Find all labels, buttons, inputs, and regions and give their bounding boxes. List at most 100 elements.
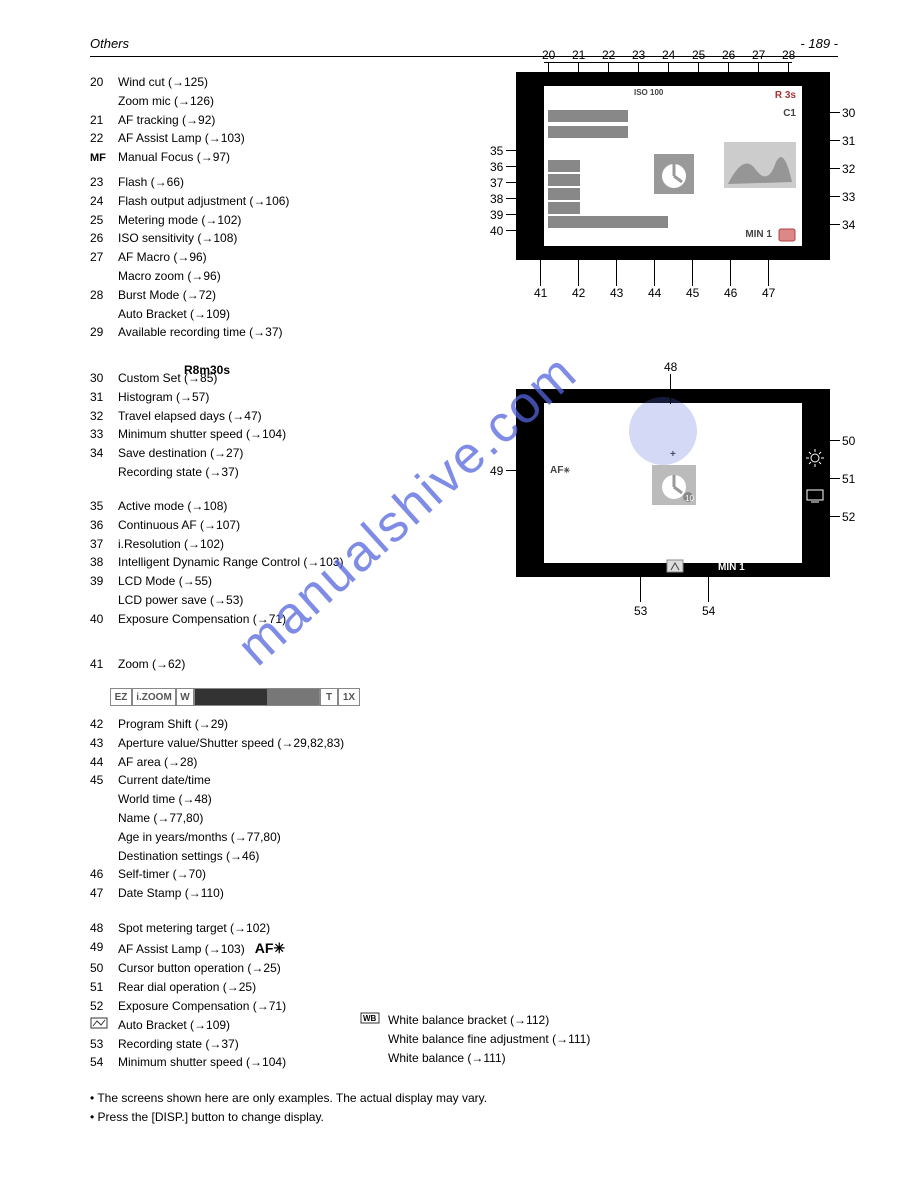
list-item: 29Available recording time (→37) bbox=[90, 324, 470, 341]
callout-number: 34 bbox=[842, 218, 855, 232]
lead-line bbox=[830, 112, 840, 113]
lead-line bbox=[670, 374, 671, 404]
callout-number: 38 bbox=[490, 192, 503, 206]
list-item: 49AF Assist Lamp (→103) AF✳ bbox=[90, 939, 320, 959]
lead-line bbox=[506, 470, 544, 471]
list-item: Recording state (→37) bbox=[90, 464, 470, 481]
lead-line bbox=[830, 440, 840, 441]
list-item: 40Exposure Compensation (→71) bbox=[90, 611, 470, 628]
callout-number: 24 bbox=[662, 48, 675, 62]
list-item: Name (→77,80) bbox=[90, 810, 470, 827]
footnote: • Press the [DISP.] button to change dis… bbox=[90, 1109, 790, 1126]
list-item: 24Flash output adjustment (→106) bbox=[90, 193, 470, 210]
lead-line bbox=[830, 140, 840, 141]
callout-number: 21 bbox=[572, 48, 585, 62]
list-block-c: 30Custom Set (→85)31Histogram (→57)32Tra… bbox=[90, 370, 470, 483]
list-item: 36Continuous AF (→107) bbox=[90, 517, 470, 534]
list-item: White balance (→111) bbox=[360, 1050, 620, 1067]
lead-line bbox=[768, 258, 769, 286]
monitor-icon bbox=[806, 489, 824, 503]
list-item: 28Burst Mode (→72) bbox=[90, 287, 470, 304]
list-item: 44AF area (→28) bbox=[90, 754, 470, 771]
lead-line bbox=[544, 62, 792, 63]
self-timer-icon: 10 bbox=[652, 465, 696, 505]
lead-line bbox=[830, 516, 840, 517]
list-item: 37i.Resolution (→102) bbox=[90, 536, 470, 553]
list-item: White balance fine adjustment (→111) bbox=[360, 1031, 620, 1048]
callout-number: 41 bbox=[534, 286, 547, 300]
min-label-2: MIN 1 bbox=[718, 562, 745, 573]
callout-number: 51 bbox=[842, 472, 855, 486]
lead-line bbox=[578, 62, 579, 86]
zoom-izoom-icon: i.ZOOM bbox=[132, 688, 176, 706]
callout-number: 31 bbox=[842, 134, 855, 148]
list-item: 51Rear dial operation (→25) bbox=[90, 979, 320, 996]
callout-number: 48 bbox=[664, 360, 677, 374]
list-item: 41Zoom (→62) bbox=[90, 656, 470, 673]
list-item: MFManual Focus (→97) bbox=[90, 149, 470, 166]
callout-number: 30 bbox=[842, 106, 855, 120]
callout-number: 35 bbox=[490, 144, 503, 158]
lead-line bbox=[830, 168, 840, 169]
callout-number: 39 bbox=[490, 208, 503, 222]
c1-label: C1 bbox=[783, 108, 796, 119]
list-block-g: 48Spot metering target (→102)49AF Assist… bbox=[90, 920, 320, 1073]
list-item bbox=[90, 343, 470, 360]
list-item: 53Recording state (→37) bbox=[90, 1036, 320, 1053]
list-item: 34Save destination (→27) bbox=[90, 445, 470, 462]
callout-number: 45 bbox=[686, 286, 699, 300]
list-item: 30Custom Set (→85) bbox=[90, 370, 470, 387]
callout-number: 27 bbox=[752, 48, 765, 62]
callout-number: 32 bbox=[842, 162, 855, 176]
callout-number: 22 bbox=[602, 48, 615, 62]
footnotes: • The screens shown here are only exampl… bbox=[90, 1090, 790, 1128]
callout-number: 44 bbox=[648, 286, 661, 300]
list-item: 33Minimum shutter speed (→104) bbox=[90, 426, 470, 443]
lead-line bbox=[758, 62, 759, 86]
list-item: 31Histogram (→57) bbox=[90, 389, 470, 406]
list-item: 22AF Assist Lamp (→103) bbox=[90, 130, 470, 147]
iso-label: ISO 100 bbox=[634, 88, 663, 97]
callout-number: 20 bbox=[542, 48, 555, 62]
lead-line bbox=[668, 62, 669, 86]
list-item: Age in years/months (→77,80) bbox=[90, 829, 470, 846]
lead-line bbox=[506, 166, 544, 167]
lead-line bbox=[788, 62, 789, 86]
list-item: 50Cursor button operation (→25) bbox=[90, 960, 320, 977]
svg-text:WB: WB bbox=[363, 1014, 377, 1023]
callout-number: 26 bbox=[722, 48, 735, 62]
list-block-b: 23Flash (→66) 24Flash output adjustment (… bbox=[90, 174, 470, 381]
list-item: 52Exposure Compensation (→71) bbox=[90, 998, 320, 1015]
zoom-1x-icon: 1X bbox=[338, 688, 360, 706]
lead-line bbox=[548, 62, 549, 86]
list-block-a: 20Wind cut (→125)Zoom mic (→126)21AF tra… bbox=[90, 74, 470, 169]
list-item: LCD power save (→53) bbox=[90, 592, 470, 609]
lead-line bbox=[638, 62, 639, 86]
callout-number: 52 bbox=[842, 510, 855, 524]
list-item: Zoom mic (→126) bbox=[90, 93, 470, 110]
lead-line bbox=[616, 258, 617, 286]
lead-line bbox=[728, 62, 729, 86]
zoom-w-icon: W bbox=[176, 688, 194, 706]
list-item: Auto Bracket (→109) bbox=[90, 1017, 320, 1034]
lead-line bbox=[830, 224, 840, 225]
section-title: Others bbox=[90, 36, 129, 51]
callout-number: 36 bbox=[490, 160, 503, 174]
diagram-1: R 3s C1 MIN 1 ISO 100 bbox=[516, 72, 830, 260]
list-item: World time (→48) bbox=[90, 791, 470, 808]
list-item: 45Current date/time bbox=[90, 772, 470, 789]
list-item: 46Self-timer (→70) bbox=[90, 866, 470, 883]
sun-icon bbox=[806, 449, 824, 467]
lead-line bbox=[708, 576, 709, 602]
lead-line bbox=[698, 62, 699, 86]
callout-number: 43 bbox=[610, 286, 623, 300]
gauge-icon bbox=[666, 559, 684, 573]
list-item: Macro zoom (→96) bbox=[90, 268, 470, 285]
lead-line bbox=[830, 478, 840, 479]
zoom-t-icon: T bbox=[320, 688, 338, 706]
callout-number: 28 bbox=[782, 48, 795, 62]
list-item: 23Flash (→66) bbox=[90, 174, 470, 191]
footnote: • The screens shown here are only exampl… bbox=[90, 1090, 790, 1107]
callout-number: 25 bbox=[692, 48, 705, 62]
list-item: 35Active mode (→108) bbox=[90, 498, 470, 515]
